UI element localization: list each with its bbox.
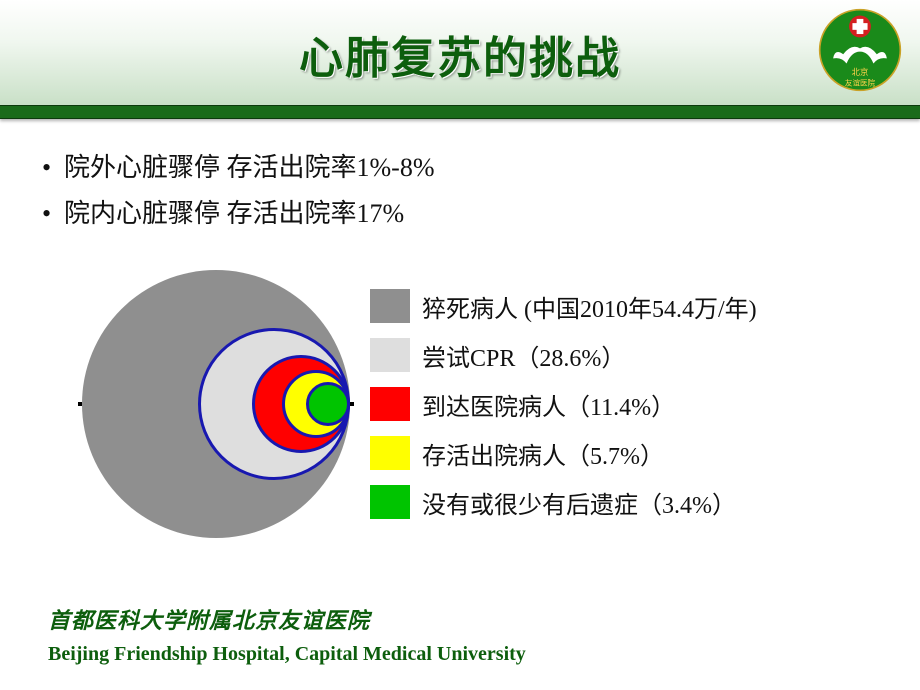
legend-label: 猝死病人 (中国2010年54.4万/年) (422, 289, 757, 324)
slide-content: 院外心脏骤停 存活出院率1%-8% 院内心脏骤停 存活出院率17% 猝死病人 (… (0, 119, 920, 544)
svg-text:北京: 北京 (852, 67, 869, 77)
legend-label: 存活出院病人（5.7%） (422, 436, 664, 471)
chart-marker-right (350, 402, 354, 406)
legend-swatch (370, 338, 410, 372)
chart-legend: 猝死病人 (中国2010年54.4万/年) 尝试CPR（28.6%） 到达医院病人（… (370, 289, 757, 520)
legend-swatch (370, 387, 410, 421)
legend-row-sudden_death: 猝死病人 (中国2010年54.4万/年) (370, 289, 757, 324)
legend-row-reach_hosp: 到达医院病人（11.4%） (370, 387, 757, 422)
legend-label: 尝试CPR（28.6%） (422, 338, 625, 373)
chart-row: 猝死病人 (中国2010年54.4万/年) 尝试CPR（28.6%） 到达医院病人（… (36, 264, 884, 544)
footer-en: Beijing Friendship Hospital, Capital Med… (48, 643, 526, 666)
svg-text:友谊医院: 友谊医院 (845, 77, 876, 87)
legend-label: 到达医院病人（11.4%） (422, 387, 675, 422)
header-ribbon (0, 105, 920, 119)
chart-circle-no_sequelae (306, 382, 350, 426)
slide-title: 心肺复苏的挑战 (0, 0, 920, 86)
legend-row-survive: 存活出院病人（5.7%） (370, 436, 757, 471)
slide-header: 心肺复苏的挑战 北京 友谊医院 (0, 0, 920, 105)
legend-swatch (370, 485, 410, 519)
legend-swatch (370, 436, 410, 470)
bullet-list: 院外心脏骤停 存活出院率1%-8% 院内心脏骤停 存活出院率17% (36, 147, 884, 234)
legend-row-cpr_attempt: 尝试CPR（28.6%） (370, 338, 757, 373)
chart-marker-left (78, 402, 82, 406)
list-item: 院内心脏骤停 存活出院率17% (36, 193, 884, 235)
legend-label: 没有或很少有后遗症（3.4%） (422, 485, 736, 520)
list-item: 院外心脏骤停 存活出院率1%-8% (36, 147, 884, 189)
legend-swatch (370, 289, 410, 323)
hospital-logo-icon: 北京 友谊医院 (818, 8, 902, 92)
legend-row-no_sequelae: 没有或很少有后遗症（3.4%） (370, 485, 757, 520)
footer-cn: 首都医科大学附属北京友谊医院 (48, 603, 526, 635)
nested-circles-chart (76, 264, 356, 544)
slide-footer: 首都医科大学附属北京友谊医院 Beijing Friendship Hospit… (48, 603, 526, 666)
